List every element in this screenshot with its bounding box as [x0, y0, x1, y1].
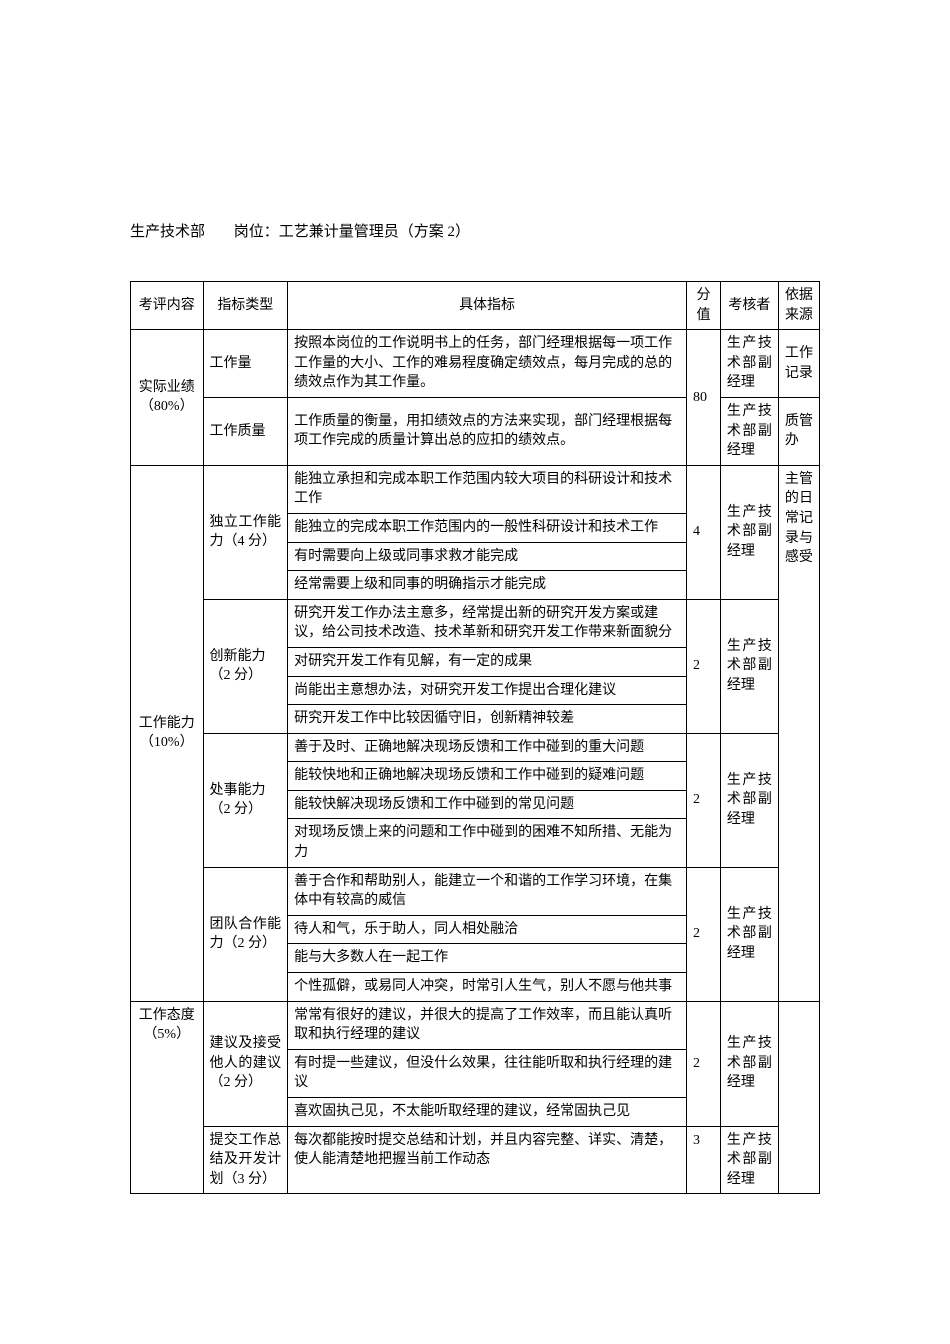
indicator-cell: 能独立的完成本职工作范围内的一般性科研设计和技术工作 [288, 513, 687, 542]
evaluation-table: 考评内容 指标类型 具体指标 分值 考核者 依据来源 实际业绩（80%） 工作量… [130, 281, 820, 1194]
type-cell: 处事能力（2 分） [203, 733, 288, 867]
table-row: 实际业绩（80%） 工作量 按照本岗位的工作说明书上的任务，部门经理根据每一项工… [131, 330, 820, 398]
score-cell: 3 [687, 1126, 721, 1194]
department-name: 生产技术部 [130, 220, 205, 241]
category-cell: 工作态度（5%） [131, 1001, 204, 1194]
score-cell: 2 [687, 599, 721, 733]
indicator-cell: 研究开发工作办法主意多，经常提出新的研究开发方案或建议，给公司技术改造、技术革新… [288, 599, 687, 647]
type-cell: 工作质量 [203, 397, 288, 465]
source-cell: 质管办 [778, 397, 819, 465]
table-row: 工作能力（10%） 独立工作能力（4 分） 能独立承担和完成本职工作范围内较大项… [131, 465, 820, 513]
indicator-cell: 按照本岗位的工作说明书上的任务，部门经理根据每一项工作工作量的大小、工作的难易程… [288, 330, 687, 398]
assessor-cell: 生产技术部副经理 [720, 867, 778, 1001]
score-cell: 2 [687, 867, 721, 1001]
indicator-cell: 对研究开发工作有见解，有一定的成果 [288, 647, 687, 676]
source-cell: 主管的日常记录与感受 [778, 465, 819, 1001]
header-score: 分值 [687, 282, 721, 330]
header-category: 考评内容 [131, 282, 204, 330]
table-row: 提交工作总结及开发计划（3 分） 每次都能按时提交总结和计划，并且内容完整、详实… [131, 1126, 820, 1194]
assessor-cell: 生产技术部副经理 [720, 465, 778, 599]
indicator-cell: 每次都能按时提交总结和计划，并且内容完整、详实、清楚，使人能清楚地把握当前工作动… [288, 1126, 687, 1194]
indicator-cell: 喜欢固执己见，不太能听取经理的建议，经常固执己见 [288, 1098, 687, 1127]
header-assessor: 考核者 [720, 282, 778, 330]
indicator-cell: 能较快地和正确地解决现场反馈和工作中碰到的疑难问题 [288, 762, 687, 791]
indicator-cell: 能较快解决现场反馈和工作中碰到的常见问题 [288, 790, 687, 819]
source-cell [778, 1001, 819, 1194]
indicator-cell: 经常需要上级和同事的明确指示才能完成 [288, 571, 687, 600]
indicator-cell: 对现场反馈上来的问题和工作中碰到的困难不知所措、无能为力 [288, 819, 687, 867]
table-row: 处事能力（2 分） 善于及时、正确地解决现场反馈和工作中碰到的重大问题 2 生产… [131, 733, 820, 762]
position-label: 岗位：工艺兼计量管理员（方案 2） [234, 220, 470, 241]
header-indicator: 具体指标 [288, 282, 687, 330]
indicator-cell: 有时提一些建议，但没什么效果，往往能听取和执行经理的建议 [288, 1049, 687, 1097]
indicator-cell: 善于及时、正确地解决现场反馈和工作中碰到的重大问题 [288, 733, 687, 762]
header-source: 依据来源 [778, 282, 819, 330]
assessor-cell: 生产技术部副经理 [720, 1001, 778, 1126]
type-cell: 建议及接受他人的建议（2 分） [203, 1001, 288, 1126]
document-title: 生产技术部 岗位：工艺兼计量管理员（方案 2） [130, 220, 820, 241]
assessor-cell: 生产技术部副经理 [720, 397, 778, 465]
indicator-cell: 待人和气，乐于助人，同人相处融洽 [288, 915, 687, 944]
assessor-cell: 生产技术部副经理 [720, 599, 778, 733]
indicator-cell: 有时需要向上级或同事求救才能完成 [288, 542, 687, 571]
table-row: 创新能力（2 分） 研究开发工作办法主意多，经常提出新的研究开发方案或建议，给公… [131, 599, 820, 647]
score-cell: 2 [687, 1001, 721, 1126]
source-cell: 工作记录 [778, 330, 819, 398]
score-cell: 2 [687, 733, 721, 867]
indicator-cell: 尚能出主意想办法，对研究开发工作提出合理化建议 [288, 676, 687, 705]
category-cell: 实际业绩（80%） [131, 330, 204, 466]
indicator-cell: 个性孤僻，或易同人冲突，时常引人生气，别人不愿与他共事 [288, 973, 687, 1002]
indicator-cell: 善于合作和帮助别人，能建立一个和谐的工作学习环境，在集体中有较高的威信 [288, 867, 687, 915]
assessor-cell: 生产技术部副经理 [720, 330, 778, 398]
score-cell: 4 [687, 465, 721, 599]
type-cell: 创新能力（2 分） [203, 599, 288, 733]
indicator-cell: 工作质量的衡量，用扣绩效点的方法来实现，部门经理根据每项工作完成的质量计算出总的… [288, 397, 687, 465]
indicator-cell: 常常有很好的建议，并很大的提高了工作效率，而且能认真听取和执行经理的建议 [288, 1001, 687, 1049]
type-cell: 独立工作能力（4 分） [203, 465, 288, 599]
score-cell: 80 [687, 330, 721, 466]
assessor-cell: 生产技术部副经理 [720, 733, 778, 867]
type-cell: 团队合作能力（2 分） [203, 867, 288, 1001]
indicator-cell: 能独立承担和完成本职工作范围内较大项目的科研设计和技术工作 [288, 465, 687, 513]
indicator-cell: 能与大多数人在一起工作 [288, 944, 687, 973]
table-header-row: 考评内容 指标类型 具体指标 分值 考核者 依据来源 [131, 282, 820, 330]
type-cell: 提交工作总结及开发计划（3 分） [203, 1126, 288, 1194]
category-cell: 工作能力（10%） [131, 465, 204, 1001]
table-row: 工作态度（5%） 建议及接受他人的建议（2 分） 常常有很好的建议，并很大的提高… [131, 1001, 820, 1049]
type-cell: 工作量 [203, 330, 288, 398]
indicator-cell: 研究开发工作中比较因循守旧，创新精神较差 [288, 705, 687, 734]
table-row: 团队合作能力（2 分） 善于合作和帮助别人，能建立一个和谐的工作学习环境，在集体… [131, 867, 820, 915]
assessor-cell: 生产技术部副经理 [720, 1126, 778, 1194]
header-type: 指标类型 [203, 282, 288, 330]
